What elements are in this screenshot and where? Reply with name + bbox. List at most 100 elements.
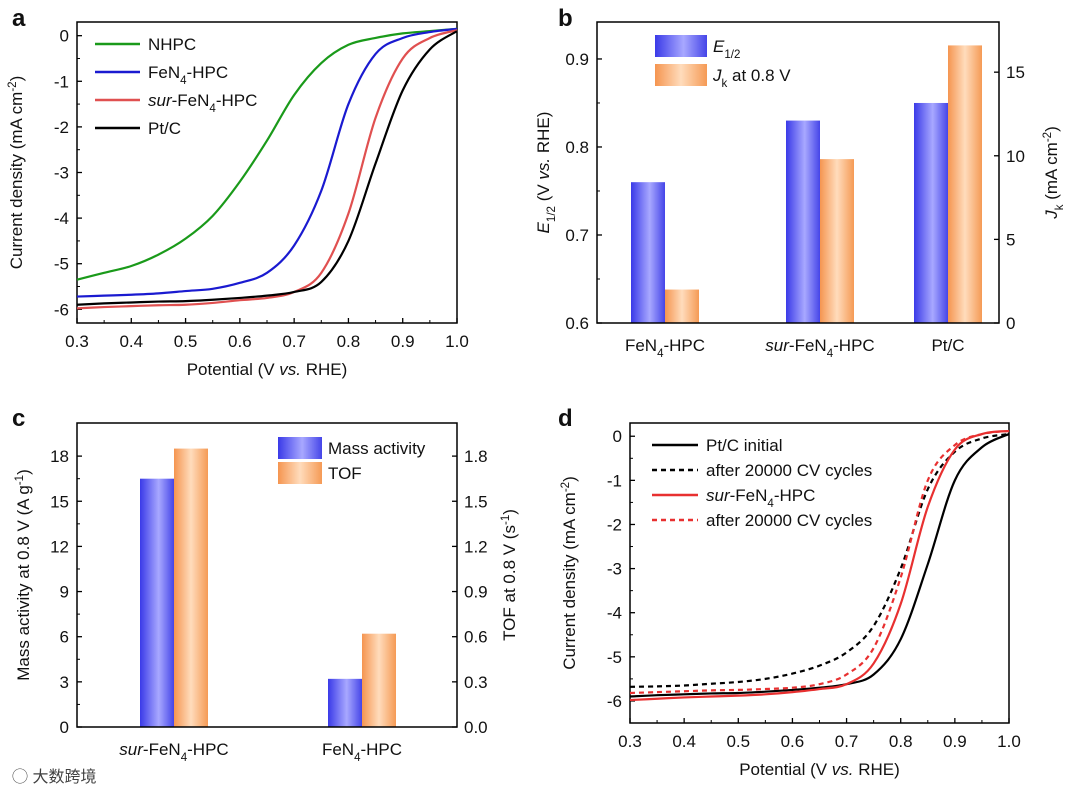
y-tick-label: -2: [54, 118, 69, 137]
x-tick-label: 0.6: [228, 332, 252, 351]
y-axis-label: E1/2 (V vs. RHE): [534, 112, 558, 234]
y-tick-label: 0.7: [565, 226, 589, 245]
y-tick-label: -4: [54, 209, 69, 228]
legend-label: Mass activity: [328, 439, 426, 458]
series-line-2: [76, 29, 458, 310]
series-line-1: [76, 27, 458, 298]
y-tick-label: 6: [60, 628, 69, 647]
x-tick-label: 0.3: [65, 332, 89, 351]
panel-label: d: [558, 405, 573, 432]
y2-axis-label: TOF at 0.8 V (s-1): [500, 509, 519, 641]
y-tick-label: -3: [607, 560, 622, 579]
x-tick-label: 0.9: [391, 332, 415, 351]
x-tick-label: 0.9: [943, 732, 967, 751]
legend-label: NHPC: [148, 35, 196, 54]
y2-tick-label: 15: [1006, 63, 1025, 82]
y2-tick-label: 0.0: [464, 718, 488, 737]
y-tick-label: 0: [613, 427, 622, 446]
y-tick-label: 0.8: [565, 138, 589, 157]
plot-frame-b: [596, 21, 1000, 324]
legend-swatch: [655, 35, 707, 57]
bar-right: [665, 289, 699, 323]
bar-left: [786, 120, 820, 324]
legend-label: Jk at 0.8 V: [712, 66, 791, 90]
legend-label: sur-FeN4-HPC: [706, 486, 815, 510]
y-tick-label: 12: [50, 537, 69, 556]
bar-right: [362, 633, 396, 727]
x-axis-label: Potential (V vs. RHE): [739, 760, 900, 779]
x-tick-label: 0.7: [835, 732, 859, 751]
bar-left: [140, 478, 174, 727]
category-label: Pt/C: [931, 336, 964, 355]
panel-label: a: [12, 5, 26, 32]
y2-tick-label: 1.8: [464, 447, 488, 466]
y2-tick-label: 1.2: [464, 537, 488, 556]
bar-left: [914, 102, 948, 323]
legend-label: after 20000 CV cycles: [706, 511, 872, 530]
y-tick-label: -2: [607, 515, 622, 534]
series-line-3: [76, 30, 458, 306]
y-tick-label: -5: [607, 648, 622, 667]
watermark-logo: ◯ 大数跨境: [12, 767, 96, 786]
y-tick-label: 9: [60, 583, 69, 602]
category-label: sur-FeN4-HPC: [765, 336, 874, 360]
series-line-0: [76, 27, 458, 281]
y-tick-label: 0.9: [565, 50, 589, 69]
y-tick-label: 0: [60, 27, 69, 46]
x-tick-label: 0.7: [282, 332, 306, 351]
category-label: sur-FeN4-HPC: [119, 740, 228, 764]
x-tick-label: 0.4: [672, 732, 696, 751]
x-tick-label: 0.5: [174, 332, 198, 351]
x-tick-label: 0.8: [337, 332, 361, 351]
bar-left: [328, 678, 362, 727]
y-tick-label: -3: [54, 164, 69, 183]
y-tick-label: 0.6: [565, 314, 589, 333]
x-tick-label: 0.3: [618, 732, 642, 751]
y-tick-label: -5: [54, 255, 69, 274]
series-line-0: [629, 433, 1010, 698]
legend-label: sur-FeN4-HPC: [148, 91, 257, 115]
plot-frame-a: [76, 21, 458, 324]
plot-frame-c: [76, 422, 458, 728]
y-tick-label: 18: [50, 447, 69, 466]
bar-left: [631, 182, 665, 323]
y-tick-label: -1: [607, 471, 622, 490]
y-tick-label: 15: [50, 492, 69, 511]
y2-tick-label: 0.3: [464, 673, 488, 692]
legend-label: FeN4-HPC: [148, 63, 228, 87]
y2-tick-label: 5: [1006, 230, 1015, 249]
series-line-2: [629, 429, 1010, 702]
panel-label: b: [558, 5, 573, 32]
legend-label: Pt/C initial: [706, 436, 783, 455]
series-line-3: [629, 429, 1010, 695]
legend-label: E1/2: [713, 37, 740, 61]
y-axis-label: Mass activity at 0.8 V (A g-1): [14, 469, 33, 681]
legend-label: after 20000 CV cycles: [706, 461, 872, 480]
y-tick-label: -6: [54, 300, 69, 319]
category-label: FeN4-HPC: [625, 336, 705, 360]
x-tick-label: 1.0: [445, 332, 469, 351]
y2-tick-label: 0.9: [464, 583, 488, 602]
x-axis-label: Potential (V vs. RHE): [187, 360, 348, 379]
legend-label: Pt/C: [148, 119, 181, 138]
legend-swatch: [655, 64, 707, 86]
y-tick-label: 0: [60, 718, 69, 737]
legend-swatch: [278, 462, 322, 484]
y-axis-label: Current density (mA cm-2): [560, 476, 579, 670]
y-tick-label: -6: [607, 692, 622, 711]
x-tick-label: 1.0: [997, 732, 1021, 751]
y2-tick-label: 0: [1006, 314, 1015, 333]
y2-tick-label: 1.5: [464, 492, 488, 511]
y-tick-label: 3: [60, 673, 69, 692]
legend-swatch: [278, 437, 322, 459]
series-line-1: [629, 432, 1010, 688]
x-tick-label: 0.8: [889, 732, 913, 751]
y-axis-label: Current density (mA cm-2): [7, 76, 26, 270]
y-tick-label: -4: [607, 604, 622, 623]
panel-label: c: [12, 405, 25, 432]
bar-right: [948, 45, 982, 324]
bar-right: [820, 159, 854, 323]
y-tick-label: -1: [54, 72, 69, 91]
y2-tick-label: 10: [1006, 147, 1025, 166]
